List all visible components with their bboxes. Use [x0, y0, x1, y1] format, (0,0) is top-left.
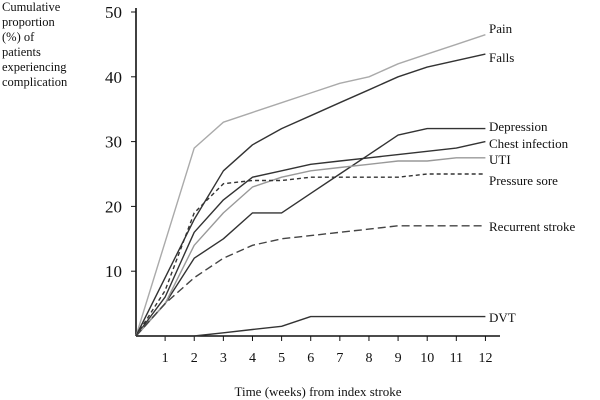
- y-tick-label: 50: [105, 3, 122, 22]
- y-tick-label: 30: [105, 133, 122, 152]
- series-line-pressure-sore: [135, 173, 486, 337]
- y-tick-label: 10: [105, 262, 122, 281]
- series-line-chest-infection: [135, 140, 486, 337]
- y-axis-label-line: complication: [2, 75, 68, 89]
- x-tick-label: 2: [191, 351, 198, 366]
- series-label-chest-infection: Chest infection: [489, 136, 569, 151]
- x-tick-label: 10: [420, 351, 434, 366]
- x-tick-label: 8: [365, 351, 372, 366]
- x-tick-label: 3: [220, 351, 227, 366]
- y-axis-label-line: Cumulative: [2, 0, 61, 14]
- y-tick-label: 20: [105, 197, 122, 216]
- x-axis-title: Time (weeks) from index stroke: [234, 384, 401, 399]
- series-line-recurrent-stroke: [135, 225, 486, 337]
- x-tick-label: 12: [478, 351, 492, 366]
- series-label-uti: UTI: [489, 152, 511, 167]
- series-line-pain: [135, 34, 486, 337]
- series-line-falls: [135, 53, 486, 337]
- series-label-dvt: DVT: [489, 310, 516, 325]
- y-axis-label-line: (%) of: [2, 30, 35, 44]
- x-tick-label: 9: [395, 351, 402, 366]
- series-line-uti: [135, 157, 486, 337]
- series-label-recurrent-stroke: Recurrent stroke: [489, 219, 576, 234]
- x-tick-label: 6: [307, 351, 314, 366]
- x-tick-label: 7: [336, 351, 343, 366]
- series-label-pain: Pain: [489, 21, 513, 36]
- y-axis-label-line: patients: [2, 45, 41, 59]
- x-tick-label: 11: [450, 351, 463, 366]
- x-tick-label: 4: [249, 351, 256, 366]
- series-line-dvt: [136, 315, 486, 337]
- y-axis-label-line: experiencing: [2, 60, 67, 74]
- chart-series-lines: [135, 34, 486, 337]
- series-label-falls: Falls: [489, 50, 514, 65]
- series-line-depression: [135, 127, 486, 337]
- series-label-pressure-sore: Pressure sore: [489, 173, 558, 188]
- x-tick-label: 1: [162, 351, 169, 366]
- y-axis-label: Cumulative proportion (%) of patients ex…: [2, 0, 102, 90]
- y-axis-label-line: proportion: [2, 15, 55, 29]
- x-tick-label: 5: [278, 351, 285, 366]
- y-tick-label: 40: [105, 68, 122, 87]
- series-label-depression: Depression: [489, 119, 548, 134]
